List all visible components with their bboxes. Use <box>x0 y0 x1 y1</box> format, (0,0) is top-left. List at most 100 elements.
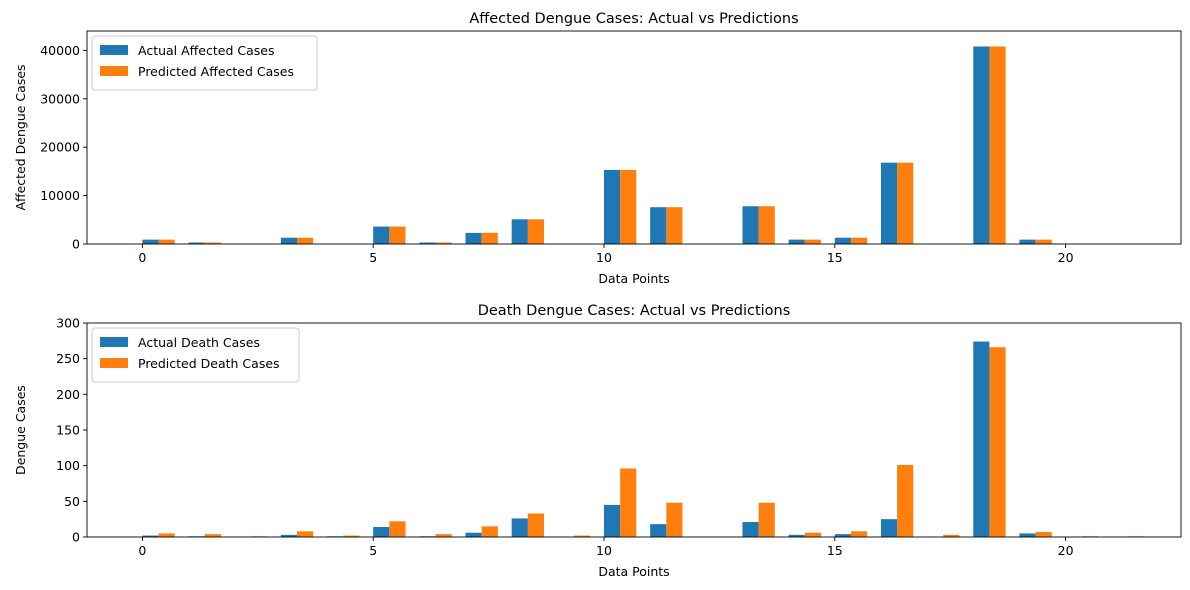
x-tick-label: 10 <box>596 250 612 265</box>
y-tick-label: 150 <box>56 423 80 438</box>
bar-predicted-10 <box>620 468 637 537</box>
y-tick-label: 100 <box>56 458 80 473</box>
bar-predicted-19 <box>1035 532 1052 537</box>
bar-actual-10 <box>604 169 621 244</box>
legend-swatch-actual <box>100 45 128 55</box>
legend-swatch-predicted <box>100 66 128 76</box>
plot-frame <box>86 30 1182 245</box>
bar-predicted-1 <box>204 242 221 244</box>
y-tick-label: 250 <box>56 351 80 366</box>
bar-predicted-0 <box>158 239 175 244</box>
bar-actual-6 <box>419 242 436 244</box>
bar-predicted-8 <box>527 513 544 537</box>
bar-actual-3 <box>280 237 298 244</box>
y-tick-label: 30000 <box>40 91 80 106</box>
y-tick-label: 0 <box>72 237 80 252</box>
bar-predicted-5 <box>389 521 406 537</box>
x-tick-label: 15 <box>827 250 843 265</box>
bar-predicted-9 <box>573 535 591 537</box>
bar-predicted-19 <box>1035 239 1052 244</box>
bar-actual-0 <box>142 239 159 244</box>
bar-actual-8 <box>511 219 528 244</box>
bar-predicted-10 <box>620 169 637 244</box>
y-tick-label: 200 <box>56 387 80 402</box>
bar-predicted-0 <box>158 533 175 537</box>
bar-actual-11 <box>650 524 667 537</box>
bar-actual-1 <box>188 242 205 244</box>
bar-predicted-15 <box>850 531 868 537</box>
bar-predicted-17 <box>943 534 960 537</box>
x-axis-label: Data Points <box>598 564 669 579</box>
legend-box <box>91 327 300 383</box>
legend-swatch-actual <box>100 337 128 347</box>
x-tick-label: 5 <box>369 250 377 265</box>
bar-actual-13 <box>742 206 759 244</box>
y-tick-label: 20000 <box>40 140 80 155</box>
bar-actual-14 <box>788 534 805 537</box>
bar-predicted-3 <box>297 237 314 244</box>
bar-actual-19 <box>1019 239 1036 244</box>
bar-predicted-3 <box>297 531 314 537</box>
chart-title: Death Dengue Cases: Actual vs Prediction… <box>478 303 791 319</box>
bar-predicted-7 <box>481 232 498 244</box>
bar-predicted-7 <box>481 526 498 537</box>
x-tick-label: 15 <box>827 543 843 558</box>
bar-actual-5 <box>373 527 390 537</box>
bar-predicted-15 <box>850 237 868 244</box>
x-tick-label: 0 <box>138 543 146 558</box>
x-axis-label: Data Points <box>598 271 669 286</box>
legend-label-actual: Actual Affected Cases <box>138 43 274 58</box>
bar-predicted-4 <box>343 535 360 537</box>
y-tick-label: 10000 <box>40 188 80 203</box>
bar-predicted-18 <box>989 347 1006 537</box>
bar-predicted-13 <box>758 502 775 537</box>
bar-actual-19 <box>1019 533 1036 537</box>
bar-predicted-6 <box>435 534 452 537</box>
y-tick-label: 50 <box>64 494 80 509</box>
bar-predicted-5 <box>389 226 406 244</box>
bar-actual-16 <box>880 162 898 244</box>
bar-actual-14 <box>788 239 805 244</box>
bar-predicted-6 <box>435 242 452 244</box>
bar-actual-13 <box>742 522 759 537</box>
y-axis-label: Affected Dengue Cases <box>13 64 28 210</box>
x-tick-label: 5 <box>369 543 377 558</box>
bar-predicted-13 <box>758 206 775 244</box>
bar-predicted-16 <box>897 162 914 244</box>
bar-actual-15 <box>834 534 851 537</box>
legend-label-actual: Actual Death Cases <box>138 335 260 350</box>
bar-predicted-1 <box>204 534 221 537</box>
bar-predicted-14 <box>804 239 821 244</box>
bar-actual-11 <box>650 207 667 244</box>
x-tick-label: 20 <box>1058 250 1074 265</box>
bar-actual-8 <box>511 518 528 537</box>
chart-affected-cases: 0 5 10 15 20 0 10000 20000 30000 40000 Affected De… <box>13 11 1182 286</box>
bar-actual-18 <box>973 46 990 244</box>
bar-predicted-16 <box>897 464 914 537</box>
bar-predicted-8 <box>527 219 544 244</box>
bar-predicted-14 <box>804 532 821 537</box>
bar-actual-5 <box>373 226 390 244</box>
bar-actual-7 <box>465 232 482 244</box>
legend-swatch-predicted <box>100 358 128 368</box>
legend-box <box>91 35 318 91</box>
y-tick-label: 40000 <box>40 43 80 58</box>
bar-predicted-18 <box>989 46 1006 244</box>
bar-predicted-11 <box>666 502 683 537</box>
y-tick-label: 300 <box>56 316 80 331</box>
y-tick-label: 0 <box>72 530 80 545</box>
legend-label-predicted: Predicted Affected Cases <box>138 64 294 79</box>
bar-actual-10 <box>604 504 621 537</box>
bar-predicted-11 <box>666 207 683 244</box>
bar-actual-0 <box>142 535 159 537</box>
x-tick-label: 10 <box>596 543 612 558</box>
x-tick-label: 0 <box>138 250 146 265</box>
x-tick-label: 20 <box>1058 543 1074 558</box>
chart-title: Affected Dengue Cases: Actual vs Predict… <box>469 11 798 27</box>
bar-actual-3 <box>280 534 298 537</box>
bar-actual-15 <box>834 237 851 244</box>
y-axis-label: Dengue Cases <box>13 385 28 475</box>
legend-label-predicted: Predicted Death Cases <box>138 356 280 371</box>
